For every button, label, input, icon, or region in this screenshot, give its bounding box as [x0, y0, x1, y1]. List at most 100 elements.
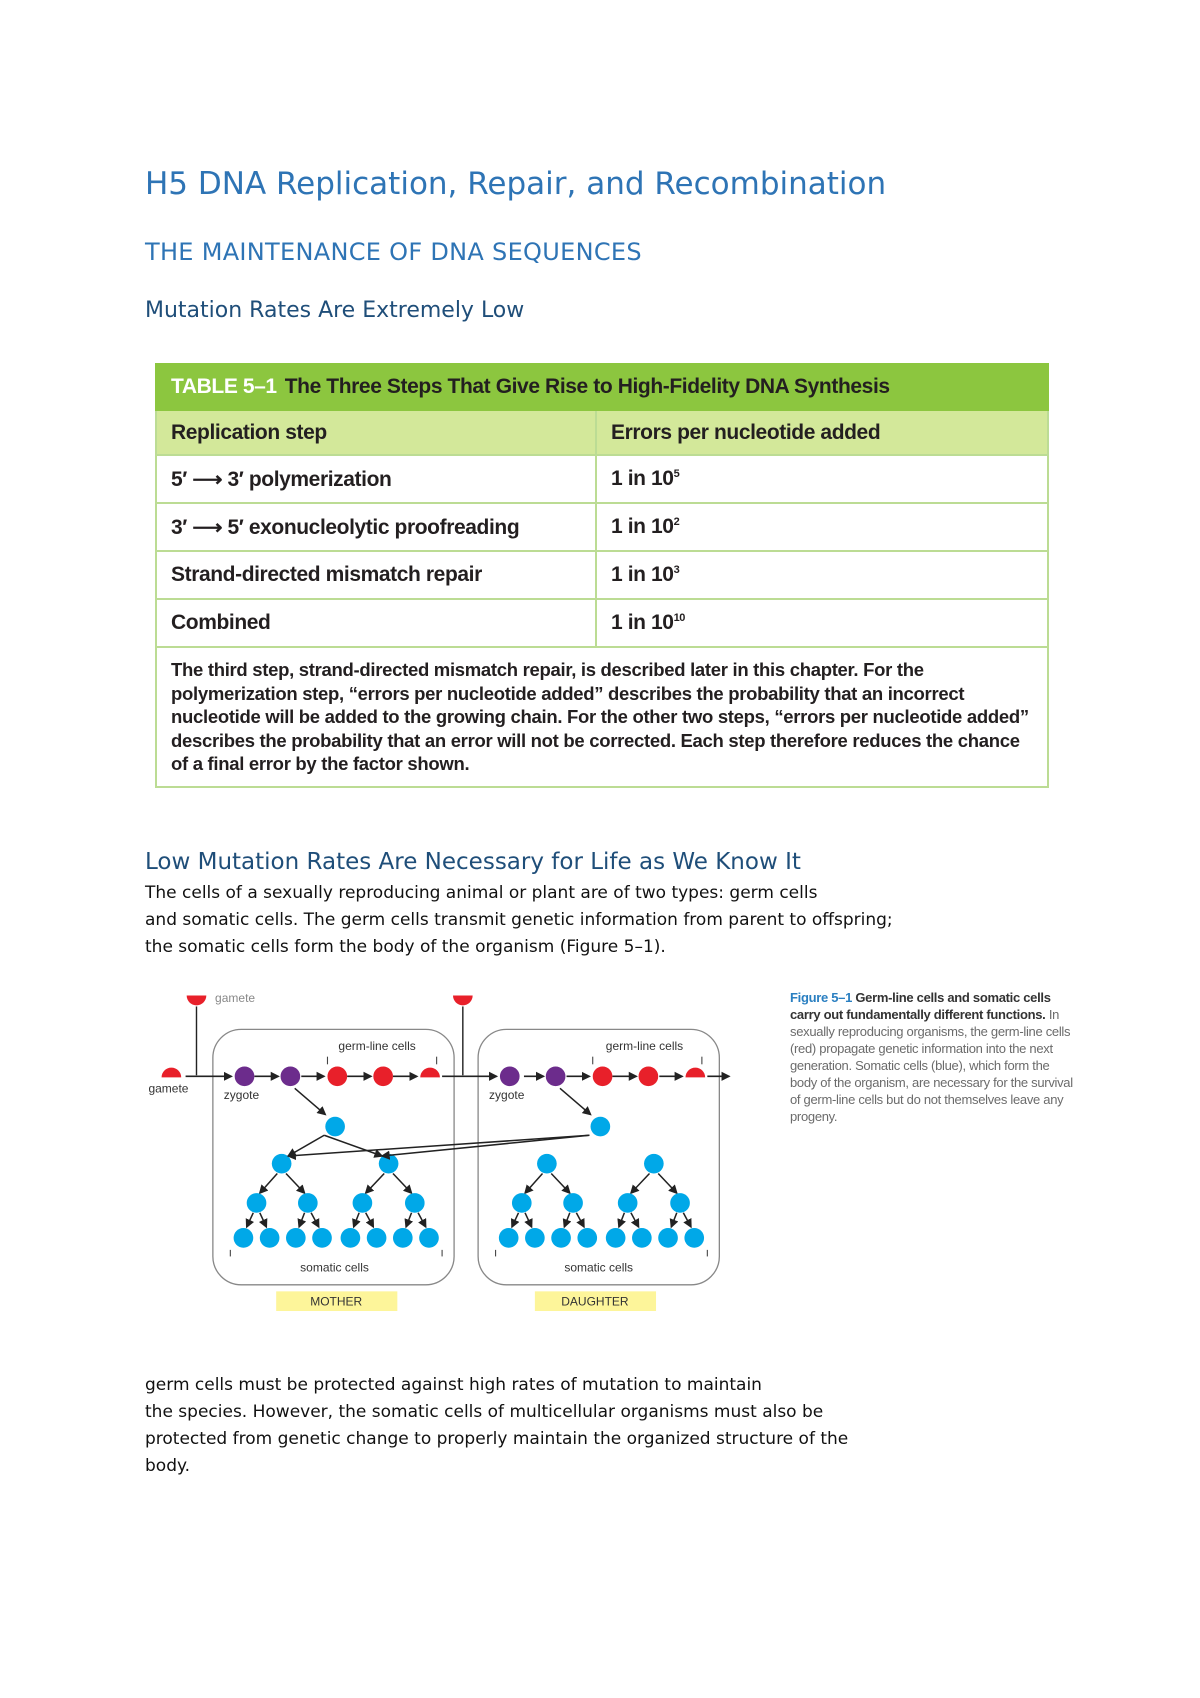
arrow: [352, 1212, 361, 1229]
subsection-heading: Low Mutation Rates Are Necessary for Lif…: [145, 849, 801, 875]
subsection-heading: Mutation Rates Are Extremely Low: [145, 298, 525, 323]
label-zygote: zygote: [489, 1088, 525, 1102]
label-somatic: somatic cells: [300, 1261, 369, 1275]
somatic-cell: [537, 1153, 557, 1174]
somatic-cell: [233, 1228, 254, 1248]
somatic-cell: [644, 1153, 664, 1174]
zygote-cell: [280, 1066, 301, 1087]
table-row: 3′ ⟶ 5′ exonucleolytic proofreading 1 in …: [155, 502, 1049, 552]
step-cell: 5′ ⟶ 3′ polymerization: [155, 454, 597, 504]
step-cell: Strand-directed mismatch repair: [155, 550, 597, 600]
zygote-cell: [234, 1066, 255, 1087]
somatic-cell: [525, 1228, 545, 1248]
arrow: [380, 1134, 590, 1160]
arrow: [286, 1134, 590, 1161]
somatic-cell: [590, 1116, 611, 1137]
table-label: TABLE 5–1: [171, 375, 277, 398]
somatic-cell: [259, 1228, 280, 1248]
paragraph: The cells of a sexually reproducing anim…: [145, 880, 893, 961]
step-cell: Combined: [155, 598, 597, 648]
label-gamete-top: gamete: [215, 991, 255, 1005]
gamete-cell: [685, 1067, 706, 1078]
arrow: [365, 1212, 375, 1229]
label-somatic: somatic cells: [564, 1261, 633, 1275]
somatic-cell: [352, 1193, 373, 1213]
arrow: [245, 1212, 255, 1229]
arrow: [629, 1172, 651, 1195]
error-cell: 1 in 1010: [595, 598, 1049, 648]
mother-box: [212, 1028, 455, 1286]
arrow: [682, 1212, 692, 1229]
somatic-cell: [563, 1193, 583, 1213]
label-mother: MOTHER: [310, 1295, 362, 1309]
table-row: 5′ ⟶ 3′ polymerization 1 in 105: [155, 454, 1049, 504]
paragraph: germ cells must be protected against hig…: [145, 1372, 848, 1480]
arrow: [524, 1172, 544, 1195]
text-line: germ cells must be protected against hig…: [145, 1375, 762, 1395]
mother-label-box: [276, 1291, 398, 1312]
zygote-cell: [545, 1066, 566, 1087]
table-note: The third step, strand-directed mismatch…: [155, 646, 1049, 788]
arrow: [286, 1134, 325, 1157]
arrow: [364, 1172, 385, 1195]
table-5-1: TABLE 5–1 The Three Steps That Give Rise …: [155, 363, 1049, 788]
table-title: The Three Steps That Give Rise to High-F…: [284, 375, 890, 398]
arrow: [294, 1087, 327, 1116]
somatic-cell: [340, 1228, 361, 1248]
text-line: the somatic cells form the body of the o…: [145, 937, 666, 957]
arrow: [310, 1212, 320, 1229]
text-line: The cells of a sexually reproducing anim…: [145, 883, 818, 903]
daughter-box: [477, 1028, 720, 1286]
table-title-row: TABLE 5–1 The Three Steps That Give Rise …: [155, 363, 1049, 411]
gamete-cell: [453, 995, 473, 1006]
label-germ-line: germ-line cells: [606, 1039, 683, 1053]
arrow: [617, 1212, 626, 1229]
arrow: [404, 1212, 414, 1229]
column-header: Errors per nucleotide added: [595, 409, 1049, 456]
arrow: [510, 1212, 520, 1229]
somatic-cell: [298, 1193, 318, 1213]
somatic-cell: [684, 1228, 705, 1248]
arrow: [297, 1212, 307, 1229]
error-cell: 1 in 103: [595, 550, 1049, 600]
somatic-cell: [378, 1153, 399, 1174]
table-row: Strand-directed mismatch repair 1 in 103: [155, 550, 1049, 600]
table-row: Combined 1 in 1010: [155, 598, 1049, 648]
arrow: [657, 1172, 678, 1195]
text-line: and somatic cells. The germ cells transm…: [145, 910, 893, 930]
arrow: [575, 1212, 585, 1229]
text-line: the species. However, the somatic cells …: [145, 1402, 824, 1422]
gamete-cell: [186, 995, 207, 1006]
label-germ-line: germ-line cells: [338, 1039, 415, 1053]
germ-line-cell: [592, 1066, 613, 1087]
somatic-cell: [632, 1228, 652, 1248]
somatic-cell: [498, 1228, 519, 1248]
arrow: [630, 1212, 640, 1229]
arrow: [285, 1172, 306, 1195]
daughter-label-box: [534, 1291, 657, 1312]
figure-5-1: gamete gamete zygote zygote germ-line ce…: [148, 991, 731, 1312]
arrow: [323, 1134, 384, 1158]
germ-line-cell: [373, 1066, 393, 1087]
somatic-cell: [605, 1228, 626, 1248]
germ-line-cell: [327, 1066, 348, 1087]
somatic-cell: [577, 1228, 598, 1248]
somatic-cell: [617, 1193, 638, 1213]
somatic-cell: [511, 1193, 532, 1213]
arrow: [392, 1172, 413, 1195]
figure-caption: Figure 5–1 Germ-line cells and somatic c…: [790, 989, 1075, 1125]
somatic-cell: [366, 1228, 387, 1248]
caption-title: Germ-line cells and somatic cells carry …: [790, 990, 1051, 1022]
somatic-cell: [286, 1228, 306, 1248]
section-heading: THE MAINTENANCE OF DNA SEQUENCES: [145, 238, 642, 266]
somatic-cell: [404, 1193, 425, 1213]
caption-label: Figure 5–1: [790, 990, 853, 1005]
arrow: [417, 1212, 427, 1229]
arrow: [562, 1212, 572, 1229]
gamete-cell: [420, 1067, 440, 1078]
arrow: [258, 1212, 268, 1229]
somatic-cell: [551, 1228, 571, 1248]
error-cell: 1 in 102: [595, 502, 1049, 552]
label-zygote: zygote: [224, 1088, 260, 1102]
label-gamete-left: gamete: [148, 1082, 188, 1096]
